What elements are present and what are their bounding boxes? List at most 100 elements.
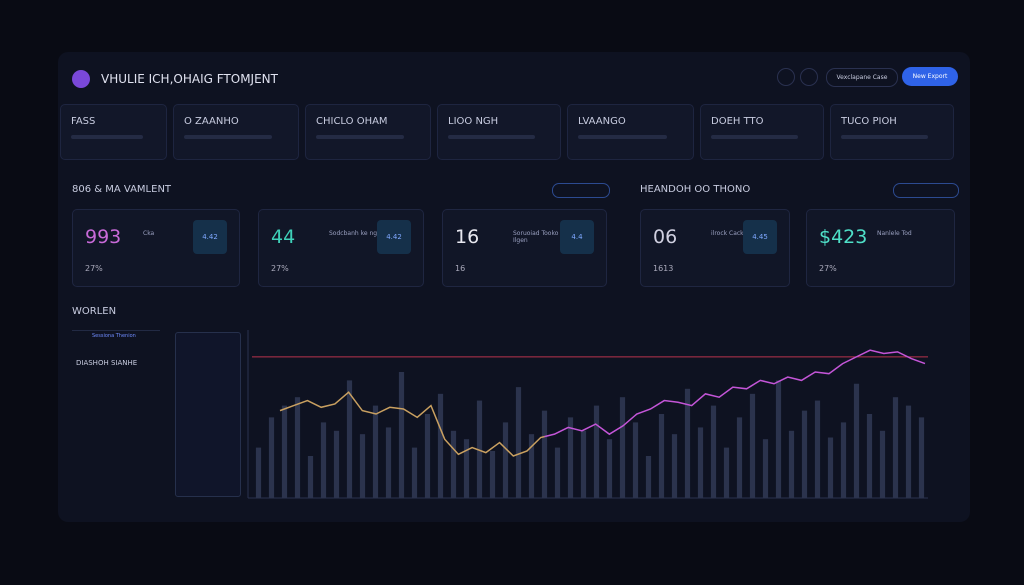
bar <box>307 456 314 498</box>
tab-label: TUCO PIOH <box>841 116 897 127</box>
placeholder <box>841 135 928 139</box>
kpi-badge: 4.42 <box>377 220 411 254</box>
bar <box>567 417 574 498</box>
tab-label: CHICLO OHAM <box>316 116 388 127</box>
bar <box>320 422 327 498</box>
bar <box>892 397 899 498</box>
bar <box>411 447 418 498</box>
legend-panel: Sessiona Thenion DIASHOH SIANHE <box>72 330 160 431</box>
placeholder <box>448 135 535 139</box>
bar <box>840 422 847 498</box>
kpi-sub: 1613 <box>653 264 674 273</box>
kpi-label: ilrock Cack Todl <box>711 230 758 237</box>
kpi-sub: 16 <box>455 264 466 273</box>
icon-button[interactable] <box>800 68 818 86</box>
bar <box>866 414 873 498</box>
bar <box>762 439 769 498</box>
bar <box>268 417 275 498</box>
bar <box>593 405 600 498</box>
kpi-value: 06 <box>653 226 678 248</box>
tab[interactable]: LVAANGO <box>567 104 694 160</box>
bar <box>905 405 912 498</box>
section-title: HEANDOH OO THONO <box>640 184 751 195</box>
placeholder <box>578 135 668 139</box>
kpi-card: $423 Nanlele Tod 27% <box>806 209 955 287</box>
icon-button[interactable] <box>777 68 795 86</box>
placeholder <box>316 135 405 139</box>
bar <box>697 427 704 498</box>
title: VHULIE ICH,OHAIG FTOMJENT <box>101 72 278 86</box>
bar <box>541 410 548 498</box>
bar <box>736 417 743 498</box>
bar <box>424 414 431 498</box>
kpi-label: Nanlele Tod <box>877 230 912 237</box>
bar <box>385 427 392 498</box>
dropdown[interactable] <box>552 183 610 198</box>
kpi-badge: 4.4 <box>560 220 594 254</box>
tab-label: O ZAANHO <box>184 116 239 127</box>
bar <box>632 422 639 498</box>
kpi-label: Cka <box>143 230 155 237</box>
bar <box>684 388 691 498</box>
kpi-card: 06 ilrock Cack Todl 1613 4.45 <box>640 209 790 287</box>
tab[interactable]: O ZAANHO <box>173 104 299 160</box>
kpi-card: 44 Sodcbanh ke ng 27% 4.42 <box>258 209 424 287</box>
bar <box>346 380 353 498</box>
bar <box>450 430 457 498</box>
kpi-value: 44 <box>271 226 296 248</box>
bar <box>671 434 678 498</box>
tab[interactable]: DOEH TTO <box>700 104 824 160</box>
kpi-value: 993 <box>85 226 122 248</box>
tab[interactable]: LIOO NGH <box>437 104 561 160</box>
bar <box>827 437 834 498</box>
bar <box>619 397 626 498</box>
kpi-sub: 27% <box>819 264 837 273</box>
tab[interactable]: FASS <box>60 104 167 160</box>
kpi-sub: 27% <box>271 264 289 273</box>
kpi-badge: 4.45 <box>743 220 777 254</box>
bar <box>853 383 860 498</box>
bar <box>398 372 405 498</box>
bar <box>463 439 470 498</box>
bar <box>918 417 925 498</box>
kpi-label: Soruoiad Tooko Todd Ilgen <box>513 230 575 244</box>
placeholder <box>184 135 273 139</box>
line-series <box>279 349 926 457</box>
bar <box>476 400 483 498</box>
bar <box>333 430 340 498</box>
tab-label: FASS <box>71 116 96 127</box>
bar <box>814 400 821 498</box>
kpi-card: 16 Soruoiad Tooko Todd Ilgen 16 4.4 <box>442 209 607 287</box>
bar <box>372 405 379 498</box>
dropdown[interactable] <box>893 183 959 198</box>
bar <box>658 414 665 498</box>
tab[interactable]: TUCO PIOH <box>830 104 954 160</box>
logo <box>72 70 90 88</box>
bar <box>528 434 535 498</box>
bar <box>502 422 509 498</box>
bar <box>879 430 886 498</box>
bar <box>580 430 587 498</box>
primary-button[interactable]: New Export <box>902 67 958 86</box>
bar <box>775 380 782 498</box>
bar <box>294 397 301 498</box>
tab[interactable]: CHICLO OHAM <box>305 104 431 160</box>
kpi-value: $423 <box>819 226 868 248</box>
tab-label: LVAANGO <box>578 116 626 127</box>
button[interactable]: Vexclapane Case <box>826 68 898 87</box>
bar <box>801 410 808 498</box>
heading: DIASHOH SIANHE <box>76 359 138 367</box>
bar <box>255 447 262 498</box>
bar <box>281 405 288 498</box>
placeholder <box>711 135 798 139</box>
bar <box>359 434 366 498</box>
kpi-sub: 27% <box>85 264 103 273</box>
section-title: 806 & MA VAMLENT <box>72 184 172 195</box>
bar <box>788 430 795 498</box>
placeholder <box>71 135 144 139</box>
bar <box>437 393 444 498</box>
kpi-card: 993 Cka 27% 4.42 <box>72 209 240 287</box>
caption: Sessiona Thenion <box>92 333 136 339</box>
tab-label: LIOO NGH <box>448 116 499 127</box>
mini-panel <box>175 332 241 497</box>
